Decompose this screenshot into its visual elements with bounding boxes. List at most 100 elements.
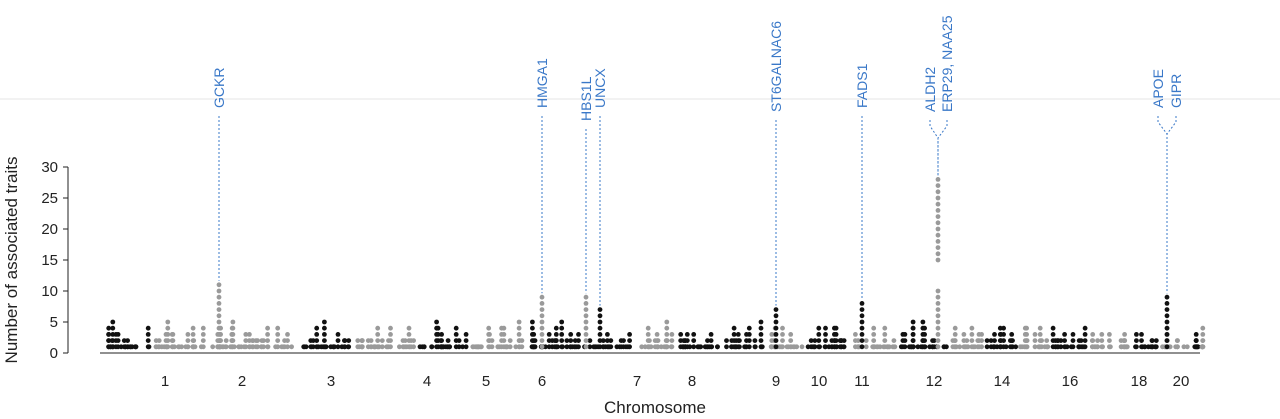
data-point: [216, 344, 222, 350]
data-point: [823, 325, 828, 331]
data-point: [1054, 338, 1060, 343]
data-point: [773, 319, 779, 325]
data-point: [788, 344, 794, 350]
data-point: [902, 338, 908, 343]
data-point: [456, 338, 462, 343]
data-point: [1121, 338, 1127, 343]
points-layer: [106, 177, 1206, 350]
data-point: [678, 332, 684, 337]
data-point: [744, 344, 749, 350]
data-point: [127, 344, 133, 350]
data-point: [984, 344, 990, 350]
data-point: [1090, 338, 1096, 343]
data-point: [1200, 338, 1206, 343]
data-point: [216, 307, 222, 312]
data-point: [568, 344, 573, 350]
data-point: [532, 344, 538, 350]
data-point: [1164, 301, 1170, 306]
data-point: [715, 344, 720, 350]
data-point: [553, 332, 559, 337]
data-point: [318, 344, 324, 350]
data-point: [997, 338, 1003, 343]
data-point: [265, 338, 270, 343]
data-point: [1082, 325, 1088, 331]
data-point: [417, 344, 423, 350]
data-point: [486, 325, 492, 331]
data-point: [1017, 344, 1023, 350]
data-point: [1009, 332, 1015, 337]
data-point: [684, 338, 690, 343]
data-point: [516, 332, 522, 337]
data-point: [627, 338, 632, 343]
data-point: [935, 257, 941, 263]
data-point: [169, 338, 175, 343]
data-point: [1099, 344, 1105, 350]
data-point: [530, 332, 535, 337]
data-point: [1008, 344, 1013, 350]
data-point: [375, 338, 381, 343]
data-point: [853, 332, 858, 337]
data-point: [664, 319, 670, 325]
data-point: [669, 338, 675, 343]
data-point: [388, 332, 393, 337]
data-point: [1134, 338, 1139, 343]
data-point: [724, 338, 729, 343]
data-point: [600, 338, 606, 343]
data-point: [992, 332, 997, 337]
data-point: [397, 344, 402, 350]
data-point: [1139, 338, 1144, 343]
data-point: [871, 338, 877, 343]
data-point: [625, 344, 631, 350]
data-point: [328, 344, 334, 350]
data-point: [976, 338, 982, 343]
data-point: [310, 338, 316, 343]
data-point: [1050, 332, 1056, 337]
data-point: [265, 344, 270, 350]
data-point: [664, 332, 670, 337]
data-point: [969, 332, 975, 337]
data-point: [684, 344, 690, 350]
data-point: [833, 332, 839, 337]
data-point: [265, 325, 270, 331]
data-point: [1192, 344, 1198, 350]
data-point: [559, 344, 565, 350]
data-point: [447, 344, 453, 350]
gene-label: GIPR: [1168, 74, 1184, 108]
data-point: [1164, 325, 1170, 331]
data-point: [216, 313, 222, 319]
data-point: [1082, 338, 1088, 343]
data-point: [823, 332, 828, 337]
y-tick-label: 25: [41, 190, 58, 207]
data-point: [375, 325, 381, 331]
data-point: [597, 332, 603, 337]
data-point: [608, 338, 614, 343]
data-point: [773, 338, 779, 343]
data-point: [164, 344, 170, 350]
data-point: [322, 332, 327, 337]
data-point: [935, 294, 941, 300]
data-point: [935, 214, 941, 220]
data-point: [737, 344, 742, 350]
data-point: [434, 325, 439, 331]
data-point: [587, 344, 593, 350]
data-point: [664, 344, 670, 350]
data-point: [731, 325, 737, 331]
data-point: [744, 338, 749, 343]
data-point: [891, 344, 897, 350]
data-point: [145, 338, 151, 343]
data-point: [216, 325, 222, 331]
data-point: [185, 332, 191, 337]
data-point: [752, 338, 758, 343]
data-point: [1122, 332, 1127, 337]
data-point: [532, 338, 538, 343]
data-point: [618, 344, 624, 350]
data-point: [113, 332, 119, 337]
data-point: [952, 338, 958, 343]
data-point: [1107, 338, 1112, 343]
data-point: [504, 344, 509, 350]
data-point: [920, 319, 926, 325]
data-point: [530, 319, 535, 325]
data-point: [489, 344, 495, 350]
data-point: [735, 332, 741, 337]
data-point: [133, 344, 139, 350]
